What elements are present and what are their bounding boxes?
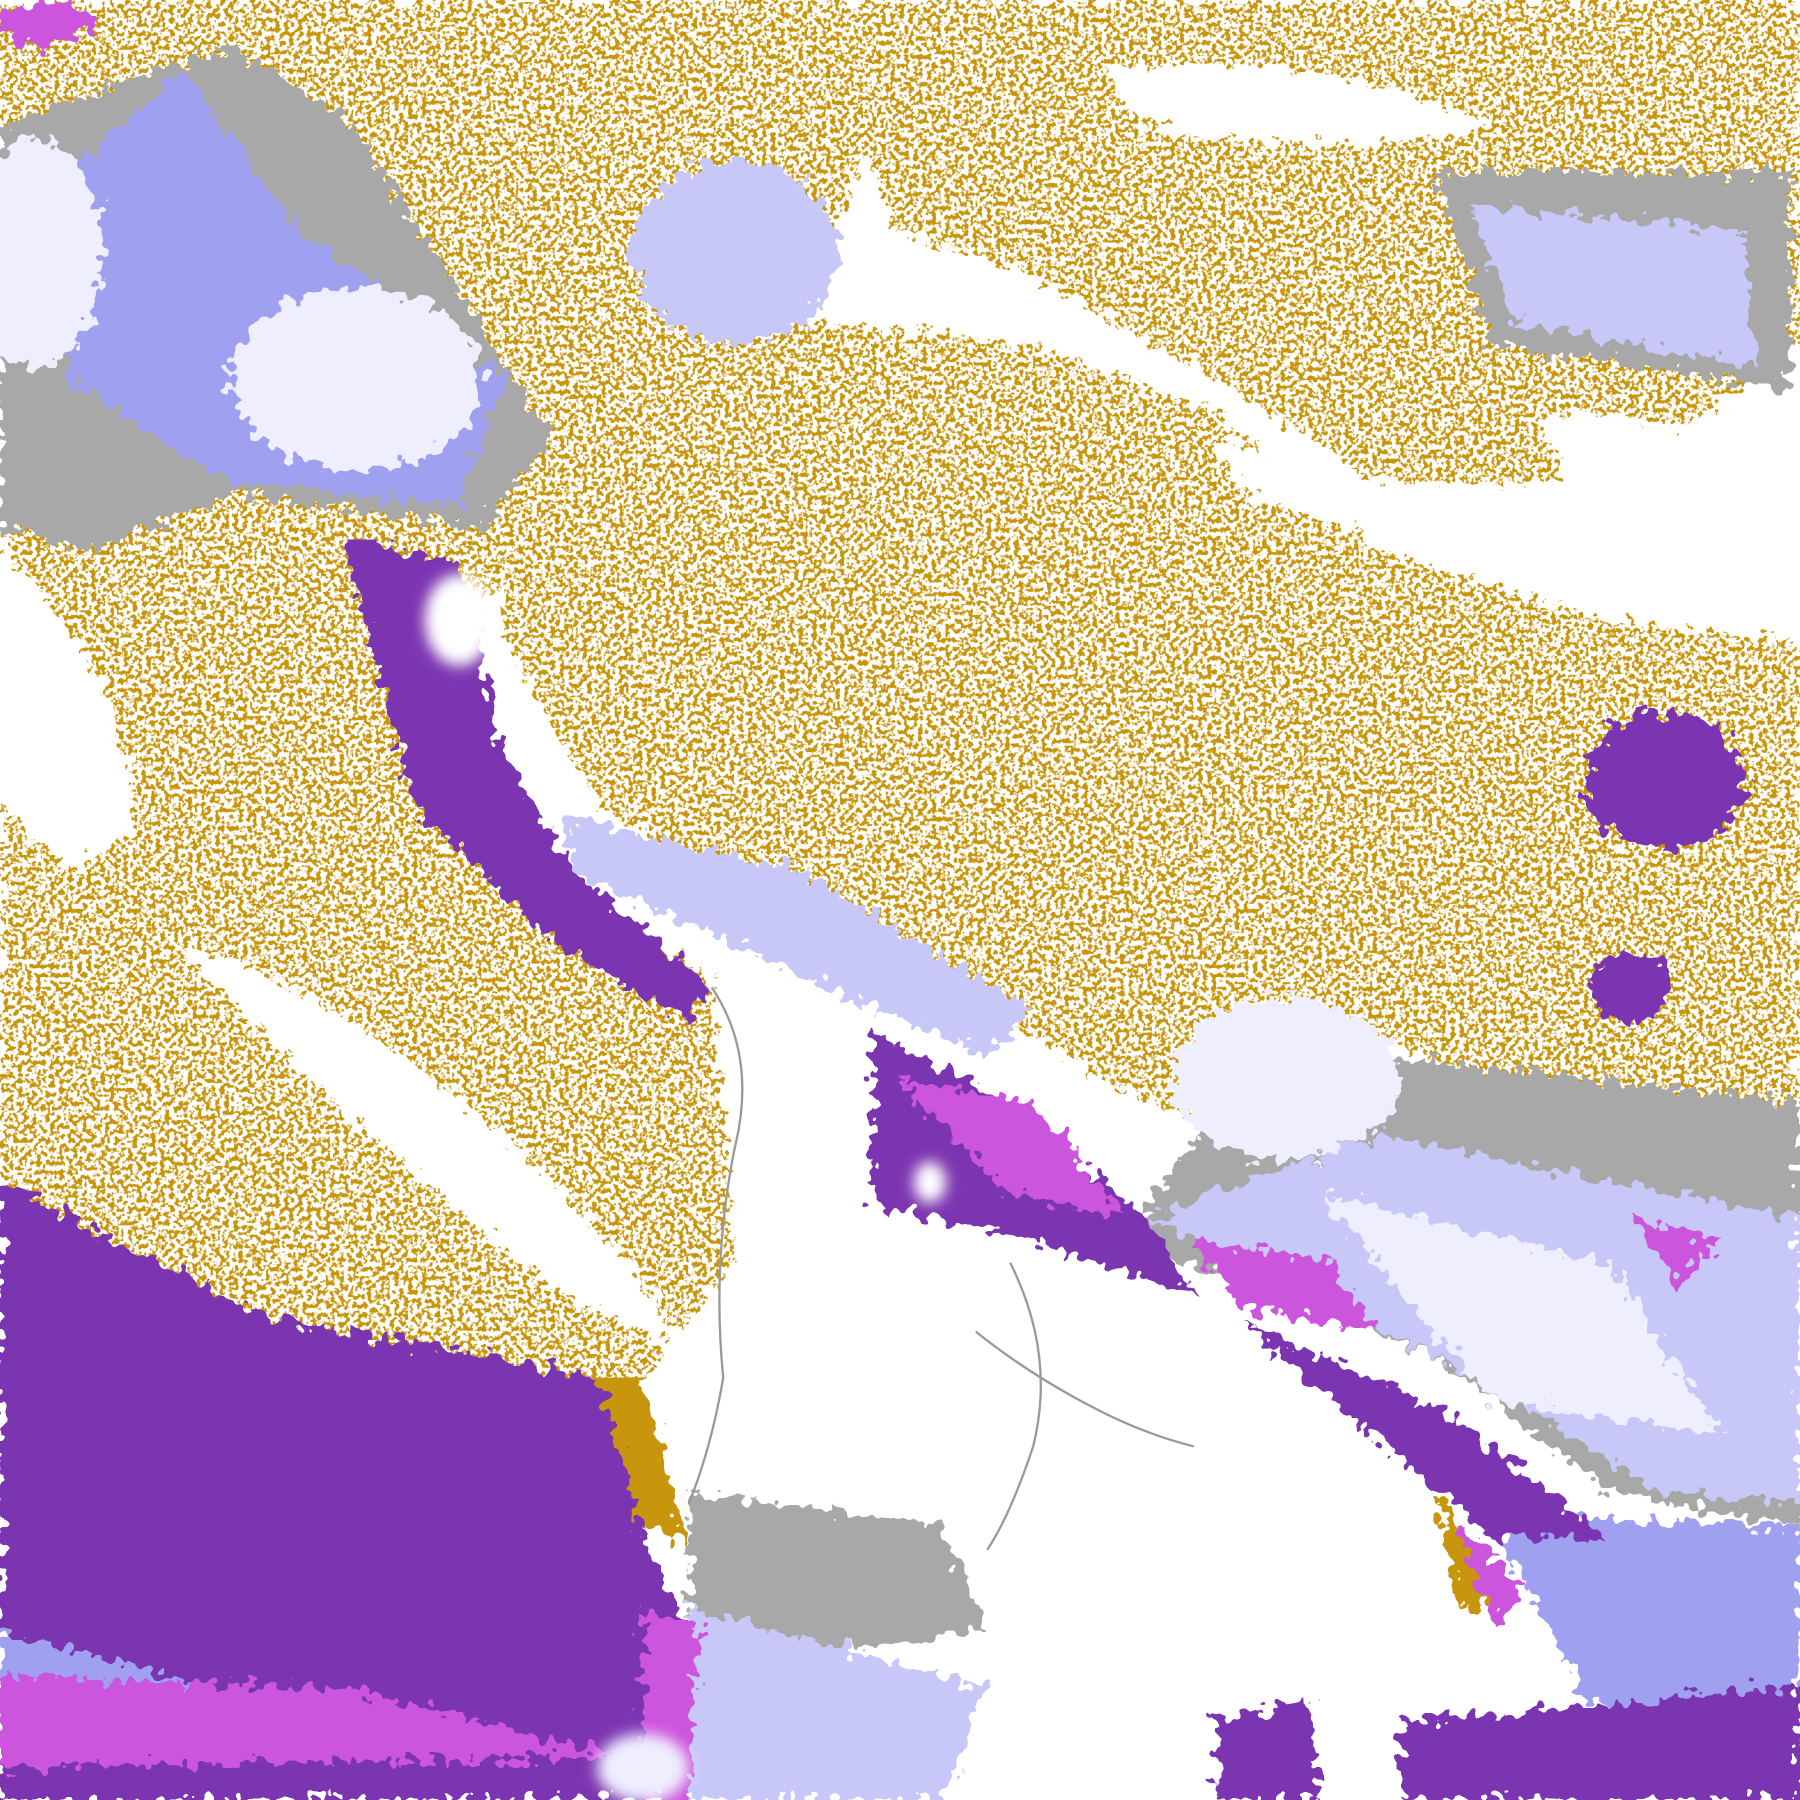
pale-cloud-core xyxy=(424,573,946,1800)
white-gaps xyxy=(0,63,1800,1800)
river-lines xyxy=(687,986,1195,1551)
magenta-regions xyxy=(0,0,1722,1800)
